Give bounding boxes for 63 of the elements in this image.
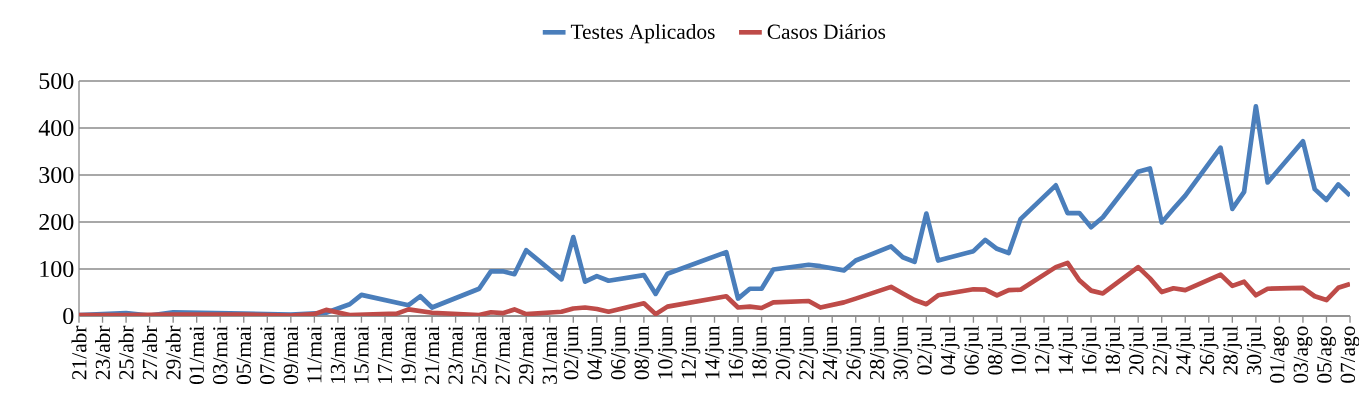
x-tick-label: 27/mai [495, 326, 510, 384]
x-tick-label: 23/mai [448, 326, 463, 384]
x-tick-label: 04/jun [587, 325, 607, 380]
x-tick-label: 07/mai [260, 326, 275, 385]
x-tick-label: 29/mai [519, 326, 534, 384]
x-tick-label: 24/jun [822, 325, 842, 380]
x-tick-label: 06/jun [611, 325, 630, 380]
y-tick-label: 300 [39, 166, 74, 184]
x-tick-label: 02/jul [916, 326, 937, 375]
legend-label: Casos Diários [767, 23, 886, 39]
x-tick-label: 31/mai [542, 326, 557, 384]
x-tick-label: 01/mai [189, 326, 204, 385]
x-tick-label: 11/mai [307, 326, 322, 383]
x-tick-label: 08/jun [634, 325, 654, 380]
x-tick-label: 03/mai [213, 326, 228, 385]
x-tick-label: 05/mai [236, 326, 251, 385]
x-tick-label: 02/jun [563, 325, 583, 380]
x-tick-label: 15/mai [354, 326, 369, 383]
x-tick-label: 18/jul [1104, 326, 1125, 374]
x-tick-label: 13/mai [330, 326, 346, 383]
x-tick-label: 07/ago [1340, 326, 1359, 383]
x-tick-label: 28/jul [1222, 326, 1242, 375]
x-tick-label: 21/mai [424, 326, 440, 384]
x-tick-label: 21/abr [71, 325, 87, 380]
x-tick-label: 14/jul [1057, 326, 1078, 374]
x-tick-label: 20/jul [1128, 326, 1148, 375]
x-tick-label: 12/jul [1034, 326, 1054, 374]
y-tick-label: 500 [39, 72, 74, 90]
x-tick-label: 28/jun [869, 325, 889, 380]
x-tick-label: 20/jun [775, 325, 795, 380]
x-tick-label: 24/jul [1175, 326, 1195, 375]
x-tick-label: 30/jun [893, 325, 913, 380]
x-tick-label: 04/jul [940, 326, 960, 375]
x-tick-label: 06/jul [963, 326, 984, 375]
x-tick-label: 18/jun [752, 325, 771, 379]
x-tick-label: 29/abr [165, 325, 181, 380]
y-tick-label: 0 [63, 307, 74, 325]
x-tick-label: 25/abr [118, 325, 134, 380]
x-tick-label: 26/jun [846, 325, 866, 380]
x-tick-label: 09/mai [283, 326, 299, 385]
x-tick-label: 10/jul [1010, 326, 1031, 374]
x-tick-label: 22/jul [1152, 326, 1172, 375]
x-tick-label: 22/jun [799, 325, 818, 380]
x-tick-label: 23/abr [95, 325, 111, 380]
x-tick-label: 19/mai [401, 326, 416, 383]
y-tick-label: 400 [38, 119, 74, 137]
x-tick-label: 16/jul [1081, 326, 1101, 374]
x-tick-label: 10/jun [658, 325, 677, 379]
x-tick-label: 01/ago [1270, 326, 1289, 383]
legend-label: Testes Aplicados [570, 23, 715, 44]
y-tick-label: 100 [40, 260, 74, 278]
x-tick-label: 17/mai [377, 326, 393, 383]
x-tick-label: 14/jun [705, 325, 724, 379]
x-tick-label: 08/jul [987, 326, 1007, 375]
x-tick-label: 05/ago [1317, 326, 1336, 383]
y-tick-label: 200 [39, 213, 74, 231]
x-tick-label: 12/jun [681, 325, 701, 379]
x-tick-label: 16/jun [728, 325, 748, 379]
x-tick-label: 03/ago [1293, 326, 1313, 383]
x-tick-label: 30/jul [1246, 326, 1266, 375]
x-tick-label: 26/jul [1199, 326, 1219, 375]
x-tick-label: 27/abr [142, 325, 158, 380]
x-tick-label: 25/mai [471, 326, 487, 384]
